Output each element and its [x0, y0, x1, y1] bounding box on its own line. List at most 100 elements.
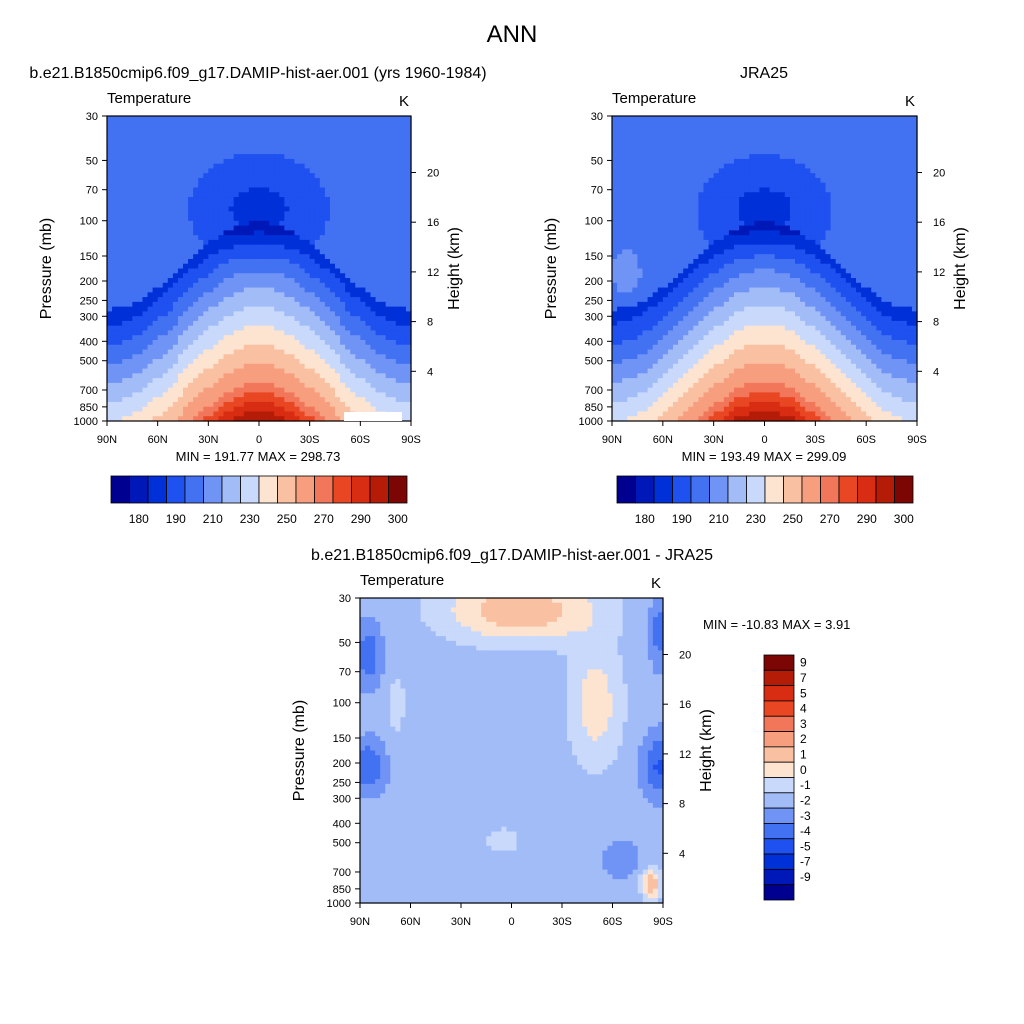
contour-cell [840, 182, 847, 189]
contour-cell [314, 273, 321, 279]
contour-cell [289, 120, 296, 127]
contour-cell [279, 216, 285, 222]
contour-cell [355, 297, 361, 303]
contour-cell [162, 335, 169, 341]
contour-cell [198, 278, 204, 284]
contour-cell [274, 182, 280, 189]
contour-cell [299, 239, 306, 246]
contour-cell [193, 201, 199, 208]
contour-cell [157, 320, 164, 327]
contour-cell [137, 125, 144, 131]
contour-cell [233, 130, 240, 136]
contour-cell [228, 135, 235, 141]
contour-cell [774, 120, 781, 127]
contour-cell [218, 330, 225, 336]
contour-cell [340, 163, 346, 170]
contour-cell [223, 392, 230, 398]
contour-cell [188, 373, 194, 379]
contour-cell [259, 239, 265, 246]
contour-cell [122, 297, 128, 303]
contour-cell [866, 163, 872, 170]
contour-cell [345, 339, 351, 346]
contour-cell [213, 330, 220, 336]
contour-cell [866, 135, 872, 141]
contour-cell [228, 292, 235, 298]
contour-cell [789, 116, 796, 122]
contour-cell [329, 230, 336, 236]
contour-cell [172, 201, 179, 208]
contour-cell [152, 397, 159, 403]
contour-cell [238, 292, 245, 298]
contour-cell [107, 173, 113, 179]
contour-cell [632, 197, 639, 203]
y-axis-title: Pressure (mb) [38, 218, 55, 319]
contour-cell [405, 387, 412, 394]
contour-cell [127, 125, 133, 131]
contour-cell [309, 401, 316, 408]
contour-cell [390, 320, 397, 327]
contour-cell [243, 192, 250, 198]
contour-cell [279, 263, 285, 270]
contour-cell [329, 173, 336, 179]
contour-cell [269, 344, 275, 351]
contour-cell [218, 263, 225, 270]
contour-cell [891, 130, 898, 136]
contour-cell [861, 116, 867, 122]
contour-cell [223, 311, 230, 317]
contour-cell [198, 406, 204, 413]
contour-cell [769, 177, 776, 184]
contour-cell [264, 249, 270, 255]
contour-cell [304, 173, 311, 179]
contour-cell [238, 349, 245, 355]
contour-cell [233, 378, 240, 384]
contour-cell [657, 154, 664, 160]
contour-cell [279, 225, 285, 231]
contour-cell [713, 149, 720, 155]
contour-cell [243, 416, 250, 422]
contour-cell [284, 130, 290, 136]
contour-cell [279, 335, 285, 341]
contour-cell [294, 316, 301, 322]
contour-cell [335, 120, 341, 127]
contour-cell [820, 197, 827, 203]
contour-cell [289, 406, 296, 413]
contour-cell [147, 216, 154, 222]
contour-cell [380, 392, 387, 398]
contour-cell [314, 258, 321, 265]
contour-cell [385, 192, 392, 198]
contour-cell [784, 158, 791, 165]
contour-cell [360, 192, 366, 198]
contour-cell [228, 149, 235, 155]
contour-cell [172, 249, 179, 255]
contour-cell [142, 397, 149, 403]
contour-cell [911, 144, 918, 150]
contour-cell [896, 135, 903, 141]
contour-cell [370, 306, 377, 312]
contour-cell [779, 144, 786, 150]
contour-cell [617, 197, 623, 203]
contour-cell [688, 197, 694, 203]
contour-cell [132, 244, 138, 251]
contour-cell [805, 173, 811, 179]
contour-cell [289, 125, 296, 131]
contour-cell [127, 392, 133, 398]
contour-cell [162, 182, 169, 189]
contour-cell [172, 268, 179, 274]
contour-cell [248, 287, 255, 293]
contour-cell [198, 116, 204, 122]
contour-cell [830, 192, 837, 198]
contour-cell [259, 263, 265, 270]
contour-cell [198, 263, 204, 270]
contour-cell [395, 301, 402, 308]
contour-cell [122, 359, 128, 365]
contour-cell [340, 216, 346, 222]
contour-cell [157, 125, 164, 131]
contour-cell [188, 349, 194, 355]
contour-cell [248, 354, 255, 360]
contour-cell [142, 387, 149, 394]
contour-cell [294, 239, 301, 246]
contour-cell [375, 349, 382, 355]
contour-cell [248, 382, 255, 389]
contour-cell [385, 125, 392, 131]
contour-cell [112, 311, 118, 317]
